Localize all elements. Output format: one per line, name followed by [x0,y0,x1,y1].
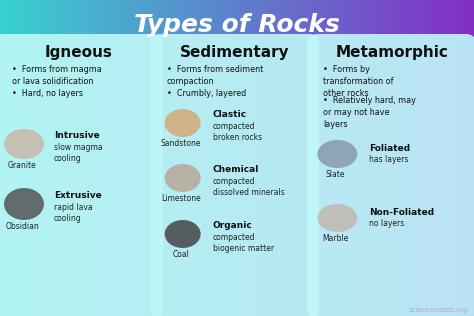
Text: Sandstone: Sandstone [160,139,201,148]
Text: Slate: Slate [326,170,345,179]
Text: Chemical: Chemical [213,165,259,174]
Text: Marble: Marble [322,234,348,243]
Text: Non-Foliated: Non-Foliated [369,208,435,217]
Text: Clastic: Clastic [213,110,247,119]
Text: sciencenotes.org: sciencenotes.org [409,307,468,313]
Text: Sedimentary: Sedimentary [180,45,290,60]
Text: no layers: no layers [369,219,405,228]
Text: rapid lava
cooling: rapid lava cooling [54,203,92,223]
FancyBboxPatch shape [0,34,163,316]
Text: Extrusive: Extrusive [54,191,102,200]
Ellipse shape [4,129,44,159]
Ellipse shape [164,164,201,192]
Text: Foliated: Foliated [369,144,410,153]
Text: •  Hard, no layers: • Hard, no layers [12,89,83,98]
Ellipse shape [4,188,44,220]
Text: slow magma
cooling: slow magma cooling [54,143,103,163]
Text: Limestone: Limestone [161,194,201,203]
Text: Intrusive: Intrusive [54,131,100,140]
Text: has layers: has layers [369,155,409,164]
Ellipse shape [164,109,201,137]
Ellipse shape [317,204,357,232]
Ellipse shape [164,220,201,248]
Text: compacted
broken rocks: compacted broken rocks [213,122,262,143]
FancyBboxPatch shape [151,34,319,316]
Text: compacted
biogenic matter: compacted biogenic matter [213,233,274,253]
Text: Granite: Granite [8,161,36,170]
Text: •  Forms from sediment
compaction: • Forms from sediment compaction [167,65,263,86]
Text: •  Forms from magma
or lava solidification: • Forms from magma or lava solidificatio… [12,65,102,86]
Text: •  Crumbly, layered: • Crumbly, layered [167,89,246,98]
Text: Metamorphic: Metamorphic [335,45,448,60]
Ellipse shape [317,140,357,168]
Text: •  Relatively hard, may
or may not have
layers: • Relatively hard, may or may not have l… [323,96,416,129]
Text: Organic: Organic [213,221,253,230]
Text: Coal: Coal [172,250,189,259]
Text: Obsidian: Obsidian [5,222,39,231]
Text: compacted
dissolved minerals: compacted dissolved minerals [213,177,284,198]
Text: Types of Rocks: Types of Rocks [134,13,340,37]
Text: •  Forms by
transformation of
other rocks: • Forms by transformation of other rocks [323,65,394,98]
FancyBboxPatch shape [307,34,474,316]
Text: Igneous: Igneous [45,45,112,60]
